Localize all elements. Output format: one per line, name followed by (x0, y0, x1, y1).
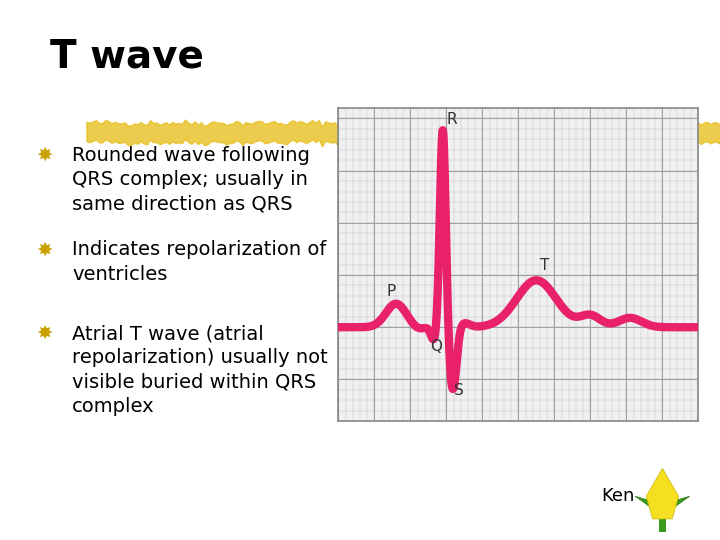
Text: Rounded wave following
QRS complex; usually in
same direction as QRS: Rounded wave following QRS complex; usua… (72, 146, 310, 213)
Text: ✸: ✸ (36, 146, 53, 165)
Text: ✸: ✸ (36, 324, 53, 343)
Text: Ken: Ken (601, 487, 634, 505)
Text: T wave: T wave (50, 38, 204, 76)
Text: Indicates repolarization of
ventricles: Indicates repolarization of ventricles (72, 240, 326, 284)
Bar (659, 518, 666, 532)
Text: Q: Q (431, 339, 442, 354)
Text: Atrial T wave (atrial
repolarization) usually not
visible buried within QRS
comp: Atrial T wave (atrial repolarization) us… (72, 324, 328, 416)
Text: R: R (446, 112, 457, 127)
Polygon shape (647, 468, 678, 519)
Text: P: P (387, 284, 396, 299)
Text: S: S (454, 383, 464, 398)
Polygon shape (635, 496, 662, 516)
Text: ✸: ✸ (36, 240, 53, 259)
Text: T: T (540, 258, 549, 273)
Polygon shape (662, 496, 690, 516)
